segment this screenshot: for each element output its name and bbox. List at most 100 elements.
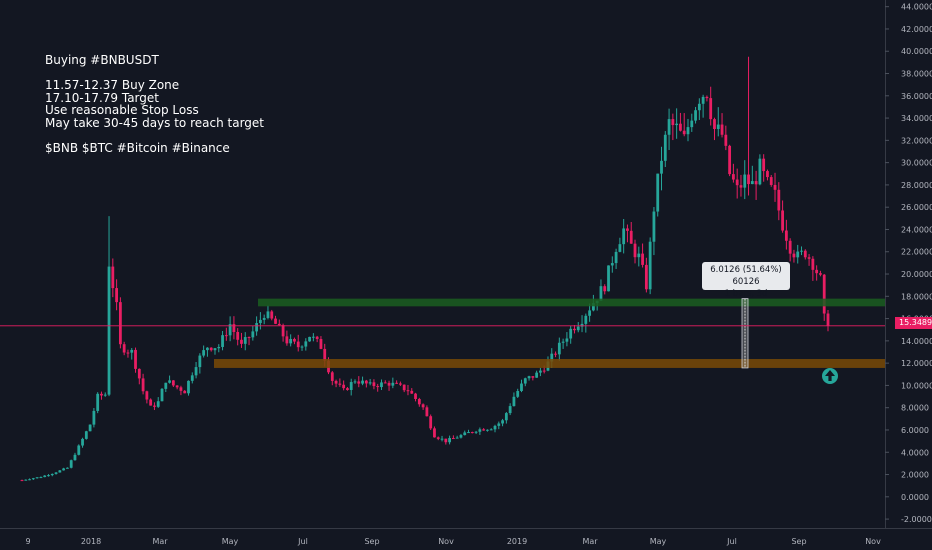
candle-body — [69, 460, 73, 468]
x-tick-label: Nov — [865, 537, 881, 546]
candle-body — [285, 336, 289, 344]
candle-body — [633, 243, 637, 258]
candle — [671, 113, 675, 141]
candle — [474, 430, 478, 435]
candle-body — [508, 406, 512, 414]
candle-body — [24, 479, 28, 481]
candle — [580, 315, 584, 333]
candle-body — [486, 429, 489, 431]
y-axis[interactable]: 44.0000 42.0000 40.0000 38.0000 36.0000 34.00… — [885, 0, 932, 528]
candle-body — [588, 310, 592, 316]
candle — [171, 380, 175, 388]
candle-body — [39, 477, 43, 479]
candle — [792, 249, 796, 263]
candle-body — [493, 425, 497, 430]
candle-body — [47, 475, 50, 477]
candle — [614, 248, 618, 270]
candle — [77, 444, 81, 456]
candle-body — [334, 380, 338, 384]
y-tick-label: 44.0000 — [901, 3, 932, 12]
candle — [777, 182, 781, 221]
y-tick-label: 14.0000 — [901, 337, 932, 346]
candle-body — [603, 286, 607, 292]
candle — [576, 322, 580, 333]
candle-body — [171, 380, 175, 386]
candle-body — [527, 376, 531, 379]
candle-body — [660, 160, 663, 174]
candle — [750, 165, 754, 185]
candle — [463, 430, 467, 436]
candle — [387, 380, 391, 391]
note-stop-loss: Use reasonable Stop Loss — [45, 103, 199, 117]
candle-body — [217, 346, 221, 349]
candle-body — [111, 266, 115, 289]
candle-body — [425, 407, 429, 417]
candle-body — [107, 266, 111, 395]
candle-body — [781, 210, 784, 231]
x-axis[interactable]: 9 2018 Mar May Jul Sep Nov 2019 Mar May Jul Sep Nov — [0, 528, 932, 547]
candle-body — [134, 349, 137, 369]
candle — [103, 392, 107, 397]
candle — [315, 335, 319, 343]
candle — [425, 405, 429, 417]
candle — [520, 379, 523, 393]
candle-body — [43, 475, 47, 478]
candle-body — [202, 350, 206, 356]
candle — [47, 474, 50, 477]
candle-body — [387, 382, 391, 386]
candle-body — [368, 382, 372, 384]
candle-body — [459, 435, 463, 438]
y-tick-label: 2.0000 — [901, 471, 929, 480]
candle-body — [482, 429, 486, 431]
candle — [88, 424, 92, 432]
candle-body — [565, 338, 569, 342]
candle-body — [550, 353, 554, 362]
candle — [720, 113, 724, 138]
candle — [266, 305, 270, 320]
candle-body — [319, 339, 323, 349]
candle-body — [531, 376, 535, 378]
candle-body — [652, 211, 656, 242]
y-tick-label: 24.0000 — [901, 225, 932, 234]
candle-body — [523, 378, 527, 384]
candle — [807, 254, 811, 266]
candle — [603, 284, 607, 295]
candle — [122, 341, 126, 356]
candle — [209, 347, 213, 352]
candle — [652, 207, 656, 256]
candle — [342, 380, 346, 391]
candle-body — [399, 383, 402, 385]
x-tick-label: Jul — [726, 537, 737, 546]
candle — [20, 479, 24, 482]
y-tick-label: 10.0000 — [901, 381, 932, 390]
candle — [644, 257, 648, 293]
candle-body — [739, 185, 743, 188]
candle-body — [391, 382, 395, 386]
candle-body — [448, 438, 451, 443]
candle — [429, 414, 433, 430]
candle-body — [735, 179, 739, 186]
candle-body — [149, 399, 153, 406]
y-tick-label: 26.0000 — [901, 203, 932, 212]
candle — [784, 219, 788, 250]
note-duration: May take 30-45 days to reach target — [45, 115, 264, 130]
candle-body — [512, 396, 516, 407]
candle-body — [784, 230, 788, 241]
y-tick-label: 6.0000 — [901, 426, 929, 435]
candle-body — [826, 313, 830, 326]
candle-body — [754, 181, 758, 185]
candle — [224, 327, 228, 341]
candle-body — [599, 286, 603, 301]
candle-body — [258, 319, 262, 324]
candle-body — [694, 110, 697, 121]
candle — [557, 337, 561, 361]
y-tick-label: 40.0000 — [901, 47, 932, 56]
candle — [228, 316, 232, 342]
candle-body — [501, 420, 504, 424]
candle — [754, 170, 758, 200]
candle — [262, 314, 266, 325]
candle — [535, 370, 539, 378]
candle — [179, 385, 183, 396]
candle — [467, 429, 470, 434]
candle-body — [478, 429, 482, 432]
